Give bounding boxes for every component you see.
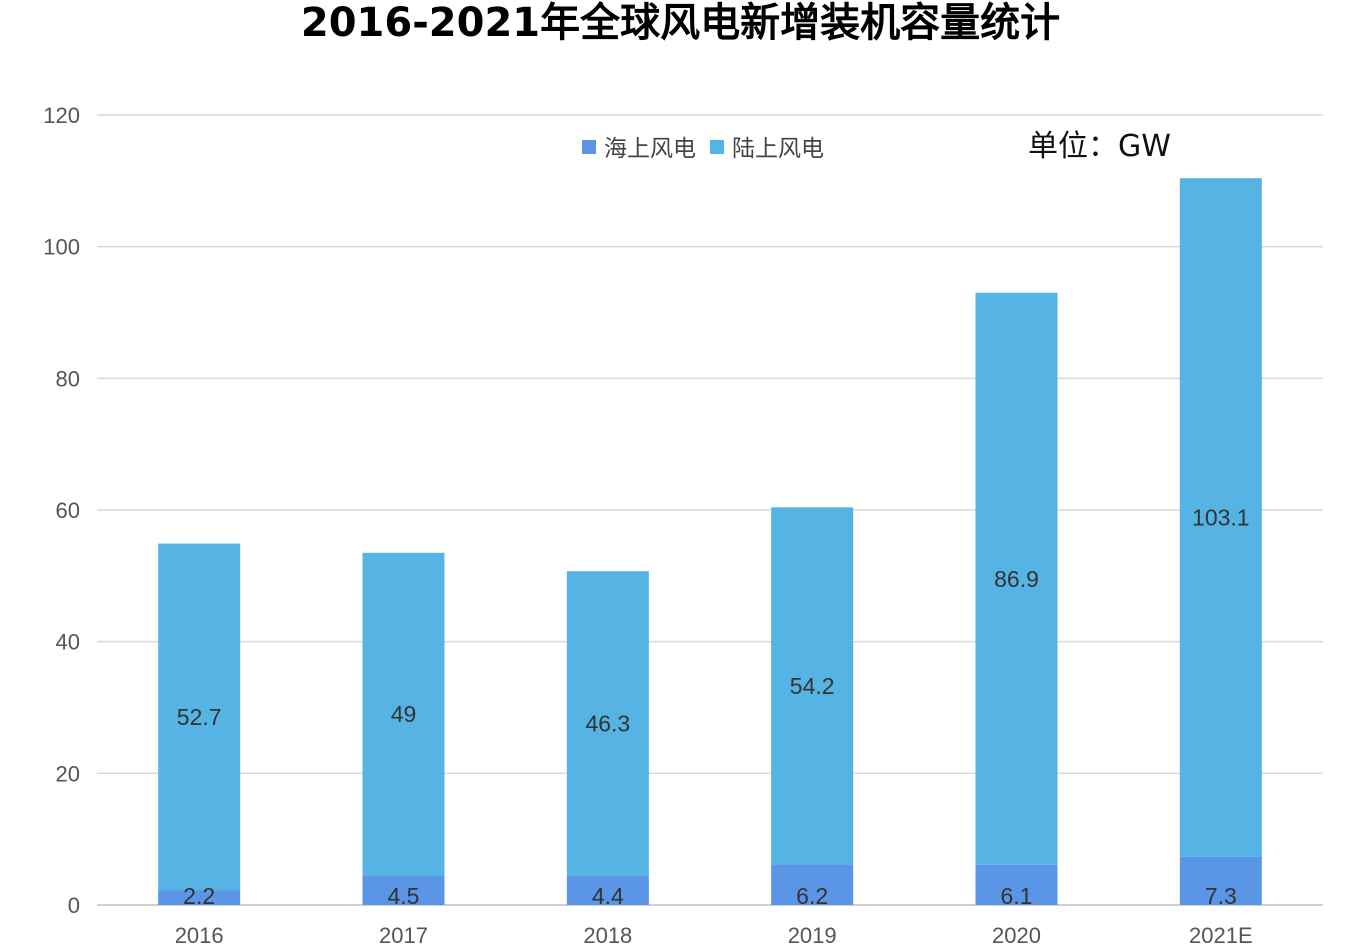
x-tick-label-2018: 2018 xyxy=(583,923,632,947)
x-tick-label-2020: 2020 xyxy=(992,923,1041,947)
x-tick-label-2017: 2017 xyxy=(379,923,428,947)
legend-swatch-onshore xyxy=(710,140,724,154)
bar-offshore-2016 xyxy=(158,890,241,905)
bar-offshore-2018 xyxy=(566,876,649,905)
y-tick-label: 60 xyxy=(56,498,80,523)
legend-swatch-offshore xyxy=(582,140,596,154)
data-label-onshore-2016: 52.7 xyxy=(177,704,222,730)
unit-label: 单位：GW xyxy=(1028,129,1171,164)
y-tick-label: 120 xyxy=(43,103,80,128)
y-tick-label: 80 xyxy=(56,366,80,391)
data-label-onshore-2018: 46.3 xyxy=(585,711,630,737)
x-tick-label-2016: 2016 xyxy=(175,923,224,947)
bar-onshore-2021E xyxy=(1179,178,1262,857)
bar-offshore-2017 xyxy=(362,875,445,905)
legend: 海上风电 陆上风电 xyxy=(582,136,824,162)
y-tick-label: 40 xyxy=(56,630,80,655)
y-tick-label: 20 xyxy=(56,761,80,786)
data-label-onshore-2020: 86.9 xyxy=(994,566,1039,592)
legend-label-offshore: 海上风电 xyxy=(604,136,696,162)
data-label-offshore-2021E: 7.3 xyxy=(1205,883,1237,909)
legend-label-onshore: 陆上风电 xyxy=(732,136,824,162)
data-label-offshore-2016: 2.2 xyxy=(183,883,215,909)
x-tick-label-2019: 2019 xyxy=(788,923,837,947)
bar-onshore-2020 xyxy=(975,292,1058,865)
bars xyxy=(158,178,1262,905)
bar-offshore-2020 xyxy=(975,864,1058,905)
data-label-onshore-2019: 54.2 xyxy=(790,673,835,699)
bar-onshore-2016 xyxy=(158,543,241,891)
y-tick-label: 0 xyxy=(68,893,80,918)
bar-onshore-2019 xyxy=(771,507,854,865)
y-tick-label: 100 xyxy=(43,235,80,260)
data-label-offshore-2020: 6.1 xyxy=(1001,883,1033,909)
data-label-offshore-2018: 4.4 xyxy=(592,883,624,909)
bar-offshore-2019 xyxy=(771,864,854,905)
chart-title: 2016-2021年全球风电新增装机容量统计 xyxy=(300,0,1061,46)
gridlines xyxy=(97,114,1323,906)
bar-offshore-2021E xyxy=(1179,856,1262,905)
axes: 0 20 40 60 80 100 120 2016 2017 2018 2019 2020 2021E xyxy=(43,103,1252,947)
data-label-onshore-2021E: 103.1 xyxy=(1192,505,1250,531)
x-tick-label-2021E: 2021E xyxy=(1189,923,1253,947)
data-labels: 2.2 52.7 4.5 49 4.4 46.3 6.2 54.2 6.1 86.9 7.3 103.… xyxy=(177,505,1250,909)
bar-onshore-2017 xyxy=(362,552,445,876)
data-label-offshore-2019: 6.2 xyxy=(796,883,828,909)
data-label-offshore-2017: 4.5 xyxy=(388,883,420,909)
data-label-onshore-2017: 49 xyxy=(391,701,417,727)
bar-onshore-2018 xyxy=(566,571,649,877)
